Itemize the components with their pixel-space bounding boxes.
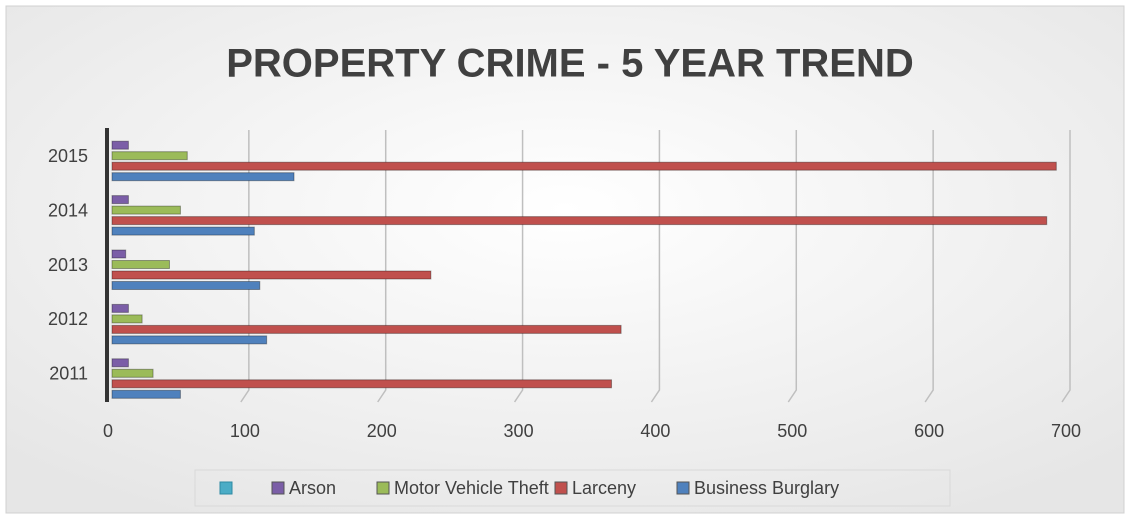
legend-swatch: [271, 481, 285, 495]
bar: [111, 161, 1057, 171]
bar: [111, 335, 268, 345]
x-tick-label: 400: [640, 421, 670, 441]
legend-frame: [194, 469, 951, 507]
bar: [111, 303, 129, 313]
bar: [111, 216, 1048, 226]
x-tick-label: 0: [103, 421, 113, 441]
grid-line: [1061, 130, 1071, 403]
legend-label: Arson: [289, 478, 336, 498]
chart-frame: [5, 5, 1125, 514]
bar: [111, 151, 188, 161]
y-tick-label: 2014: [48, 200, 88, 220]
y-tick-label: 2012: [48, 309, 88, 329]
legend-swatch: [376, 481, 390, 495]
legend-swatch: [554, 481, 568, 495]
legend-label: Motor Vehicle Theft: [394, 478, 549, 498]
y-tick-label: 2011: [49, 364, 88, 384]
bar: [111, 195, 129, 205]
bar: [111, 368, 154, 378]
legend-swatch: [676, 481, 690, 495]
bar: [111, 205, 181, 215]
x-tick-label: 500: [777, 421, 807, 441]
chart-title: PROPERTY CRIME - 5 YEAR TREND: [226, 42, 914, 86]
x-tick-label: 700: [1051, 421, 1081, 441]
bar: [111, 260, 170, 269]
bar: [111, 324, 622, 334]
bar: [111, 172, 295, 182]
bar: [111, 140, 129, 150]
bar: [111, 281, 261, 290]
x-tick-label: 100: [230, 421, 260, 441]
x-tick-label: 200: [367, 421, 397, 441]
bar: [111, 270, 432, 280]
x-tick-label: 600: [914, 421, 944, 441]
y-tick-label: 2013: [48, 255, 88, 275]
bar: [111, 379, 613, 389]
bar: [111, 314, 143, 324]
bar: [111, 389, 181, 399]
y-tick-label: 2015: [48, 146, 88, 166]
legend-label: Larceny: [572, 478, 636, 498]
bar: [111, 358, 129, 368]
x-tick-label: 300: [504, 421, 534, 441]
bar: [111, 226, 255, 236]
legend-label: Business Burglary: [694, 478, 839, 498]
legend-swatch: [219, 481, 233, 495]
bar: [111, 249, 127, 259]
